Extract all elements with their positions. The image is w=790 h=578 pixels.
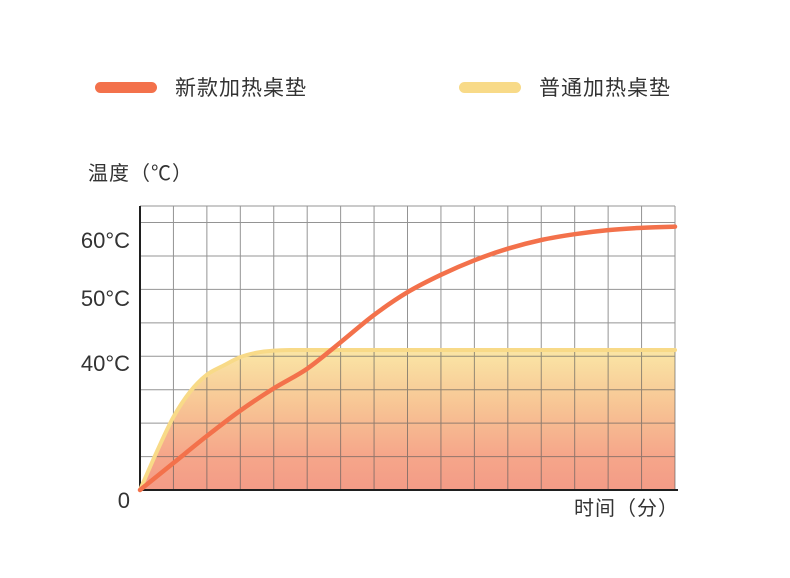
ordinary-pad-curve: [138, 347, 677, 492]
y-tick-label-60: 60°C: [81, 228, 130, 253]
origin-label: 0: [118, 488, 130, 513]
legend-swatch-ordinary-pad: [459, 81, 521, 93]
legend-label-ordinary-pad: 普通加热桌垫: [539, 77, 671, 100]
new-pad-curve: [137, 224, 678, 493]
y-tick-label-50: 50°C: [81, 286, 130, 311]
legend-item-new-pad: 新款加热桌垫: [95, 72, 307, 102]
legend-item-ordinary-pad: 普通加热桌垫: [459, 72, 671, 102]
y-tick-label-40: 40°C: [81, 351, 130, 376]
y-axis-title: 温度（℃）: [88, 163, 193, 185]
legend-swatch-new-pad: [95, 81, 157, 93]
x-axis-title: 时间（分）: [574, 497, 679, 520]
legend-label-new-pad: 新款加热桌垫: [175, 77, 307, 100]
legend: 新款加热桌垫 普通加热桌垫: [95, 72, 671, 102]
